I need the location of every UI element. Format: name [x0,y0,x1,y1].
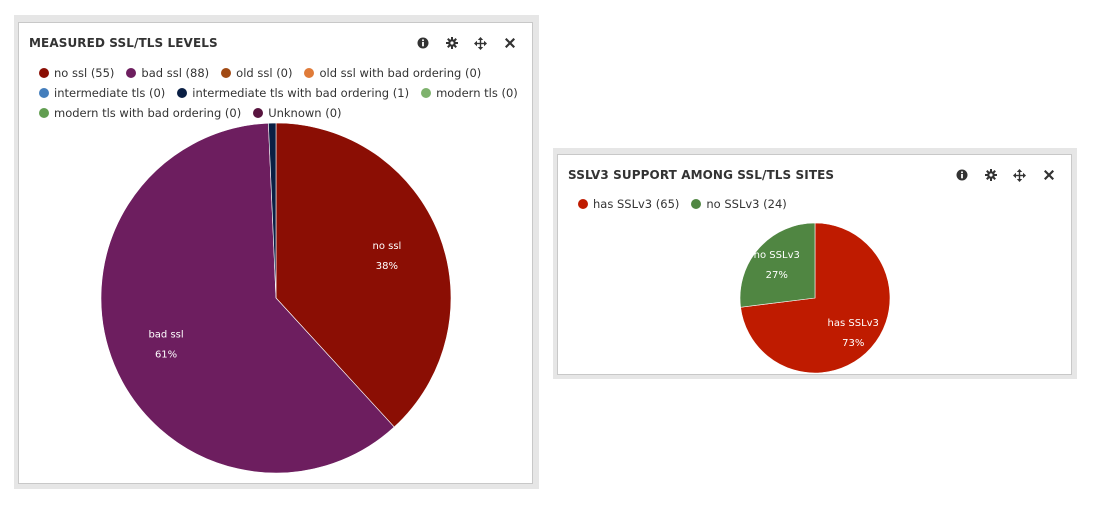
panel-title: MEASURED SSL/TLS LEVELS [29,36,218,50]
legend-label: has SSLv3 (65) [593,197,680,211]
info-icon [956,169,968,181]
slice-percent: 38% [376,261,398,272]
legend-label: Unknown (0) [268,106,342,120]
close-icon [504,38,515,48]
legend-label: intermediate tls (0) [54,86,166,100]
pie-slice-no-sslv3[interactable] [739,222,816,308]
panel-toolbar [408,33,524,53]
panel-sslv3-support: SSLV3 SUPPORT AMONG SSL/TLS SITES has SS… [557,154,1072,375]
legend-swatch [126,68,137,78]
pie-slice-no-ssl[interactable] [275,122,452,428]
legend-swatch [253,108,264,118]
chart-legend: has SSLv3 (65) no SSLv3 (24) [578,194,799,214]
legend-item[interactable]: intermediate tls (0) [39,86,165,100]
legend-item[interactable]: modern tls with bad ordering (0) [39,106,241,120]
legend-label: modern tls with bad ordering (0) [54,106,242,120]
legend-item[interactable]: no SSLv3 (24) [691,197,787,211]
close-icon [1043,170,1054,180]
slice-label: bad ssl [148,330,183,341]
legend-label: intermediate tls with bad ordering (1) [192,86,410,100]
info-button[interactable] [408,33,437,53]
legend-label: no SSLv3 (24) [706,197,787,211]
legend-row: no ssl (55) bad ssl (88) old ssl (0) old ss… [39,63,530,83]
legend-item[interactable]: bad ssl (88) [126,66,209,80]
slice-label: has SSLv3 [828,318,879,329]
legend-label: bad ssl (88) [141,66,210,80]
close-button[interactable] [495,33,524,53]
slice-label: no ssl [372,241,401,252]
legend-row: intermediate tls (0) intermediate tls wit… [39,83,530,103]
panel-title: SSLV3 SUPPORT AMONG SSL/TLS SITES [568,168,835,182]
gear-icon [984,169,997,181]
slice-label: no SSLv3 [754,250,800,261]
pie-slice-bad-ssl[interactable] [100,122,395,474]
legend-row: modern tls with bad ordering (0) Unknown … [39,103,530,123]
slice-percent: 73% [842,338,864,349]
legend-label: old ssl with bad ordering (0) [319,66,482,80]
legend-row: has SSLv3 (65) no SSLv3 (24) [578,194,799,214]
legend-swatch [421,88,432,98]
legend-item[interactable]: old ssl (0) [221,66,292,80]
legend-swatch [221,68,232,78]
legend-item[interactable]: has SSLv3 (65) [578,197,679,211]
legend-swatch [39,108,49,118]
info-button[interactable] [947,165,976,185]
chart-legend: no ssl (55) bad ssl (88) old ssl (0) old ss… [39,63,530,123]
slice-percent: 61% [155,350,177,361]
legend-swatch [691,199,702,209]
move-icon [474,36,487,50]
close-button[interactable] [1034,165,1063,185]
pie-chart-sslv3: has SSLv3 73% no SSLv3 27% [739,222,891,374]
slice-percent: 27% [766,270,788,281]
info-icon [417,37,429,49]
legend-item[interactable]: no ssl (55) [39,66,114,80]
panel-ssl-levels: MEASURED SSL/TLS LEVELS no ssl (55) bad s… [18,22,533,484]
pie-chart-ssl-levels: no ssl 38% bad ssl 61% [100,122,452,474]
move-icon [1013,168,1026,182]
gear-button[interactable] [437,33,466,53]
legend-swatch [578,199,588,209]
legend-item[interactable]: old ssl with bad ordering (0) [304,66,481,80]
legend-label: old ssl (0) [236,66,293,80]
pie-slice-intermediate-tls-with-bad-ordering[interactable] [268,122,277,299]
legend-label: no ssl (55) [54,66,115,80]
move-button[interactable] [1005,165,1034,185]
legend-swatch [304,68,315,78]
legend-item[interactable]: Unknown (0) [253,106,342,120]
legend-swatch [177,88,188,98]
gear-icon [445,37,458,49]
panel-toolbar [947,165,1063,185]
gear-button[interactable] [976,165,1005,185]
legend-label: modern tls (0) [436,86,518,100]
legend-swatch [39,68,49,78]
legend-item[interactable]: modern tls (0) [421,86,518,100]
legend-item[interactable]: intermediate tls with bad ordering (1) [177,86,409,100]
move-button[interactable] [466,33,495,53]
legend-swatch [39,88,49,98]
